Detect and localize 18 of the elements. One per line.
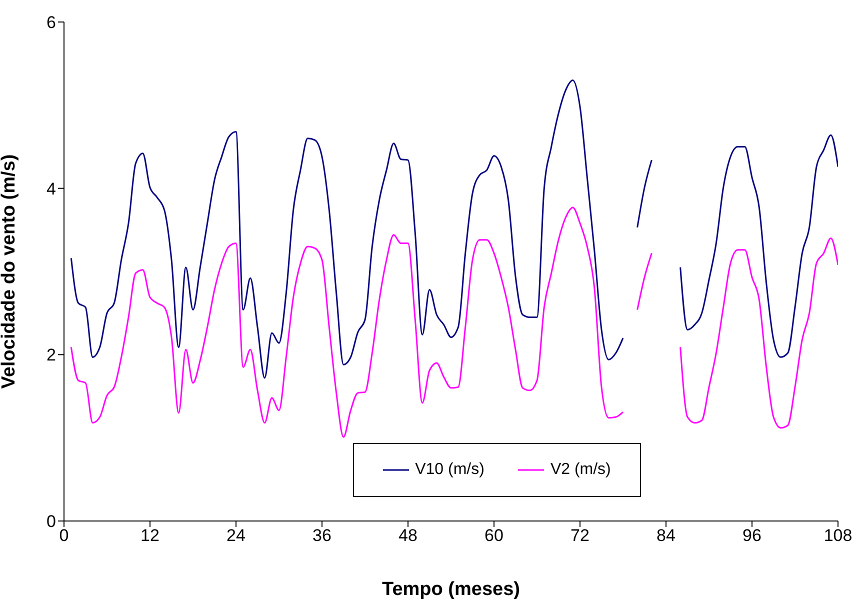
- x-tick-label: 36: [312, 526, 332, 546]
- x-tick-label: 84: [656, 526, 676, 546]
- y-axis-title: Velocidade do vento (m/s): [0, 154, 20, 389]
- y-tick-label: 0: [46, 512, 56, 532]
- y-tick-label: 2: [46, 346, 56, 365]
- x-tick-label: 48: [398, 526, 418, 546]
- x-tick-label: 96: [742, 526, 762, 546]
- y-tick-label: 4: [46, 179, 56, 198]
- legend-label: V2 (m/s): [550, 461, 611, 479]
- legend-label: V10 (m/s): [415, 461, 484, 479]
- x-tick-label: 60: [484, 526, 504, 546]
- x-axis-title: Tempo (meses): [382, 579, 520, 599]
- x-tick-label: 12: [140, 526, 160, 546]
- x-tick-label: 72: [570, 526, 590, 546]
- x-tick-label: 24: [226, 526, 246, 546]
- x-tick-label: 0: [59, 526, 69, 546]
- x-tick-label: 108: [824, 526, 852, 546]
- y-tick-label: 6: [46, 13, 56, 32]
